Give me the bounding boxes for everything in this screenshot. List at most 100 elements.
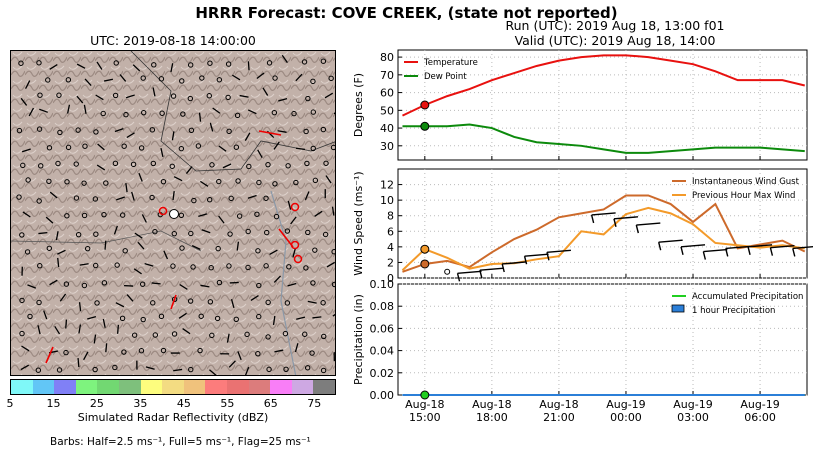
calm-wind-marker [263,195,269,201]
wind-barb [725,245,750,250]
calm-wind-marker [190,264,196,270]
colorbar-segment [313,380,335,394]
calm-wind-marker [199,75,205,81]
calm-wind-marker [122,248,128,254]
wind-barb [287,200,292,210]
calm-wind-marker [256,179,262,186]
wind-barb [747,246,751,256]
wind-barb [116,196,126,201]
y-tick-label: 4 [387,241,394,254]
calm-wind-marker [285,163,291,169]
calm-wind-marker [255,248,261,254]
calm-wind-marker [283,366,289,373]
radar-map [10,50,336,376]
wind-barb [635,224,639,234]
calm-wind-marker [121,349,127,355]
calm-wind-marker [226,128,232,135]
wind-barb [49,279,58,286]
calm-wind-marker [187,298,194,304]
calm-wind-marker [27,313,33,320]
wind-barb [281,54,288,63]
wind-barb [83,104,87,114]
calm-wind-marker [180,111,186,117]
series-line [402,54,805,117]
x-tick-label: Aug-18 [539,398,578,411]
calm-wind-marker [119,212,126,218]
y-tick-label: 10 [380,194,394,207]
wind-barb [27,284,37,289]
wind-barb [137,241,145,250]
calm-wind-marker [227,231,233,237]
wind-barb [326,261,335,268]
wind-barb [119,74,127,82]
calm-wind-marker [187,62,194,68]
wind-barb [116,324,120,334]
series-marker [420,121,430,131]
calm-wind-marker [93,231,99,237]
x-tick-label: Aug-18 [405,398,444,411]
calm-wind-marker [158,76,165,82]
wind-barb [613,218,617,227]
wind-barb [21,148,31,153]
wind-barb [115,302,125,308]
calm-wind-marker [20,162,26,169]
calm-wind-marker [73,195,80,201]
calm-wind-marker [265,161,271,168]
wind-barb [278,97,288,102]
x-tick-label: 15:00 [409,411,441,424]
calm-wind-marker [112,160,119,167]
calm-wind-marker [81,282,88,289]
wind-barb [163,250,169,260]
wind-barb [226,333,230,343]
wind-barb [173,368,183,372]
reflectivity-colorbar [10,379,336,395]
wind-barb [178,312,187,319]
wind-barb [84,78,92,87]
wind-barb [312,316,322,319]
calm-wind-marker [236,213,243,219]
calm-wind-marker [170,263,176,269]
calm-wind-marker [234,112,241,119]
calm-wind-marker [160,178,167,185]
colorbar-segment [248,380,271,394]
wind-barb [658,239,683,243]
calm-wind-marker [179,78,185,84]
wind-barb [273,141,280,150]
wind-barb [97,143,105,151]
wind-barb [79,263,89,266]
calm-wind-marker [138,145,145,151]
legend-label: Accumulated Precipitation [692,292,803,302]
calm-wind-marker [263,263,269,269]
map-barbs-layer [11,51,335,375]
calm-wind-marker [320,300,326,306]
calm-wind-marker [331,281,335,288]
calm-wind-marker [310,109,317,115]
calm-wind-marker [140,75,146,81]
wind-barb [256,72,265,80]
calm-wind-marker [94,300,100,306]
calm-wind-marker [36,198,42,204]
calm-wind-marker [152,228,158,235]
calm-wind-marker [310,78,316,85]
plot-frame [397,49,808,161]
wind-barb [103,78,114,82]
wind-barb [657,242,662,251]
calm-wind-marker [81,212,88,219]
barbs-legend-note: Barbs: Half=2.5 ms⁻¹, Full=5 ms⁻¹, Flag=… [50,436,311,448]
colorbar-segment [75,380,98,394]
calm-wind-marker [328,75,334,82]
wind-barb [247,61,250,71]
colorbar-segment [97,380,119,394]
y-tick-label: 40 [380,122,394,135]
calm-wind-marker [100,110,106,117]
calm-wind-marker [256,313,262,320]
calm-wind-marker [206,93,212,99]
calm-wind-marker [19,232,25,238]
colorbar-tick-label: 65 [263,397,278,410]
calm-wind-marker [273,213,280,220]
station-location-marker [169,209,179,219]
calm-wind-marker [93,262,99,269]
wind-barb [239,94,249,98]
calm-wind-marker [45,77,51,83]
calm-wind-marker [216,77,223,83]
